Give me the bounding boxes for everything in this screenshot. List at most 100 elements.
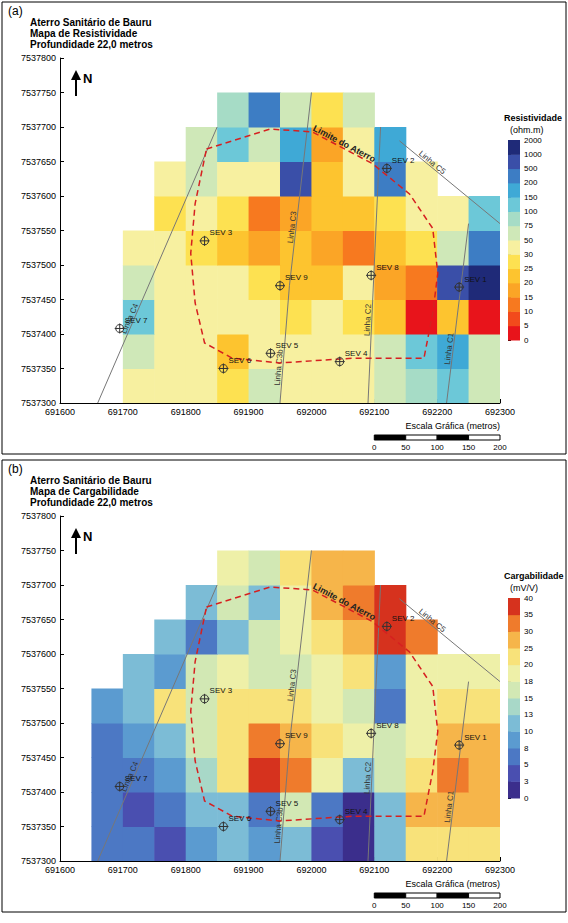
svg-text:40: 40 [524, 594, 533, 603]
svg-text:7537550: 7537550 [21, 684, 56, 694]
svg-text:7537800: 7537800 [21, 511, 56, 521]
svg-text:(mV/V): (mV/V) [510, 583, 538, 593]
svg-text:7537350: 7537350 [21, 822, 56, 832]
svg-text:7537450: 7537450 [21, 295, 56, 305]
svg-text:50: 50 [401, 901, 410, 910]
svg-text:7537650: 7537650 [21, 615, 56, 625]
svg-text:25: 25 [524, 644, 533, 653]
svg-text:SEV 1: SEV 1 [464, 275, 487, 284]
svg-text:Linha C5: Linha C5 [417, 149, 448, 177]
svg-text:7537400: 7537400 [21, 787, 56, 797]
svg-text:SEV 4: SEV 4 [345, 807, 368, 816]
svg-text:SEV 9: SEV 9 [285, 731, 308, 740]
svg-text:Linha C1: Linha C1 [443, 332, 456, 365]
svg-text:691800: 691800 [171, 865, 201, 875]
svg-text:150: 150 [524, 193, 538, 202]
svg-text:7537600: 7537600 [21, 191, 56, 201]
svg-text:30: 30 [524, 627, 533, 636]
svg-text:SEV 3: SEV 3 [210, 686, 233, 695]
svg-text:50: 50 [401, 443, 410, 452]
svg-text:Linha C2: Linha C2 [363, 303, 373, 336]
svg-text:20: 20 [524, 278, 533, 287]
svg-text:691700: 691700 [108, 407, 138, 417]
svg-text:692100: 692100 [359, 865, 389, 875]
svg-text:SEV 7: SEV 7 [125, 774, 148, 783]
svg-text:500: 500 [524, 164, 538, 173]
svg-text:30: 30 [524, 250, 533, 259]
svg-text:7537600: 7537600 [21, 649, 56, 659]
svg-text:0: 0 [372, 901, 377, 910]
svg-text:7537550: 7537550 [21, 226, 56, 236]
svg-text:692000: 692000 [296, 865, 326, 875]
svg-text:13: 13 [524, 710, 533, 719]
svg-text:SEV 1: SEV 1 [464, 733, 487, 742]
svg-text:Linha C3: Linha C3 [286, 210, 299, 243]
svg-text:7537500: 7537500 [21, 718, 56, 728]
svg-text:7537700: 7537700 [21, 122, 56, 132]
svg-text:Aterro Sanitário de Bauru: Aterro Sanitário de Bauru [30, 475, 152, 486]
svg-text:15: 15 [524, 694, 533, 703]
svg-text:(b): (b) [8, 462, 23, 476]
svg-text:SEV 8: SEV 8 [376, 263, 399, 272]
svg-text:SEV 5: SEV 5 [276, 799, 299, 808]
svg-text:SEV 8: SEV 8 [376, 721, 399, 730]
svg-text:SEV 6: SEV 6 [228, 356, 251, 365]
svg-text:3: 3 [524, 777, 529, 786]
svg-text:20: 20 [524, 660, 533, 669]
svg-text:25: 25 [524, 264, 533, 273]
svg-text:Aterro Sanitário de Bauru: Aterro Sanitário de Bauru [30, 17, 152, 28]
svg-text:50: 50 [524, 236, 533, 245]
svg-text:1000: 1000 [524, 150, 542, 159]
svg-text:7537650: 7537650 [21, 157, 56, 167]
svg-text:691700: 691700 [108, 865, 138, 875]
svg-text:(a): (a) [8, 4, 23, 18]
svg-text:691600: 691600 [45, 865, 75, 875]
svg-text:SEV 4: SEV 4 [345, 349, 368, 358]
svg-text:(ohm.m): (ohm.m) [510, 125, 544, 135]
svg-text:SEV 7: SEV 7 [125, 316, 148, 325]
svg-text:692000: 692000 [296, 407, 326, 417]
svg-text:SEV 2: SEV 2 [392, 614, 415, 623]
svg-text:7537500: 7537500 [21, 260, 56, 270]
svg-text:7537750: 7537750 [21, 88, 56, 98]
svg-text:N: N [83, 529, 92, 544]
svg-text:SEV 6: SEV 6 [228, 814, 251, 823]
svg-text:75: 75 [524, 221, 533, 230]
svg-text:18: 18 [524, 677, 533, 686]
svg-text:SEV 5: SEV 5 [276, 341, 299, 350]
svg-text:691800: 691800 [171, 407, 201, 417]
svg-text:SEV 3: SEV 3 [210, 228, 233, 237]
svg-text:691600: 691600 [45, 407, 75, 417]
svg-text:Profundidade 22,0 metros: Profundidade 22,0 metros [30, 497, 153, 508]
svg-text:Resistividade: Resistividade [504, 113, 562, 123]
svg-text:200: 200 [493, 443, 507, 452]
svg-text:Profundidade 22,0 metros: Profundidade 22,0 metros [30, 39, 153, 50]
svg-text:Limite do Aterro: Limite do Aterro [311, 581, 377, 622]
svg-text:100: 100 [430, 901, 444, 910]
svg-text:7537750: 7537750 [21, 546, 56, 556]
svg-text:692300: 692300 [485, 407, 515, 417]
svg-text:5: 5 [524, 760, 529, 769]
svg-text:692100: 692100 [359, 407, 389, 417]
svg-text:150: 150 [462, 443, 476, 452]
svg-text:Linha C5: Linha C5 [417, 607, 448, 635]
svg-text:200: 200 [493, 901, 507, 910]
svg-text:692300: 692300 [485, 865, 515, 875]
svg-text:692200: 692200 [422, 865, 452, 875]
svg-text:Linha C3: Linha C3 [286, 668, 299, 701]
svg-text:0: 0 [524, 336, 529, 345]
svg-text:10: 10 [524, 727, 533, 736]
svg-text:7537400: 7537400 [21, 329, 56, 339]
svg-text:15: 15 [524, 293, 533, 302]
svg-text:Limite do Aterro: Limite do Aterro [311, 123, 377, 164]
svg-text:0: 0 [372, 443, 377, 452]
svg-text:150: 150 [462, 901, 476, 910]
svg-text:Cargabilidade: Cargabilidade [504, 571, 564, 581]
svg-text:Escala Gráfica (metros): Escala Gráfica (metros) [405, 421, 500, 431]
svg-text:5: 5 [524, 321, 529, 330]
svg-text:7537800: 7537800 [21, 53, 56, 63]
svg-text:8: 8 [524, 744, 529, 753]
svg-text:100: 100 [430, 443, 444, 452]
svg-text:692200: 692200 [422, 407, 452, 417]
svg-text:10: 10 [524, 307, 533, 316]
